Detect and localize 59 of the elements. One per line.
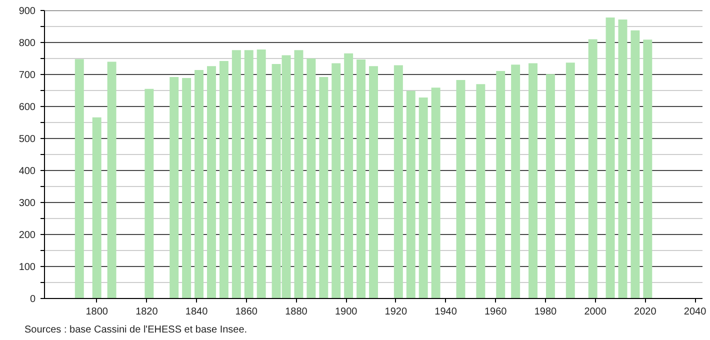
y-tick-label: 500 — [18, 134, 36, 145]
bar — [394, 65, 403, 298]
bar — [528, 63, 538, 298]
x-tick-label: 1820 — [136, 306, 158, 318]
bar — [476, 84, 486, 298]
bar — [630, 30, 640, 298]
x-tick-label: 2020 — [634, 306, 657, 318]
bar — [643, 40, 652, 298]
bar — [369, 66, 378, 298]
bar — [207, 66, 216, 298]
x-tick-label: 2000 — [584, 306, 607, 318]
x-tick-label: 1980 — [534, 306, 558, 318]
x-tick-label: 1860 — [235, 306, 258, 318]
y-tick-label: 900 — [18, 6, 36, 17]
bar — [406, 90, 416, 298]
x-tick-label: 1800 — [86, 306, 108, 318]
source-note: Sources : base Cassini de l'EHESS et base Insee. — [24, 324, 248, 336]
bar — [588, 39, 598, 298]
bar — [244, 50, 254, 298]
y-tick-label: 600 — [18, 102, 36, 113]
bar — [418, 98, 428, 298]
y-tick-label: 300 — [18, 198, 36, 209]
x-tick-label: 1960 — [484, 306, 508, 318]
bar — [496, 70, 506, 298]
bar — [546, 74, 555, 298]
bar — [294, 50, 304, 298]
bar — [456, 80, 466, 298]
y-tick-label: 800 — [18, 38, 36, 49]
y-tick-label: 400 — [18, 166, 36, 177]
bar — [344, 53, 354, 298]
bar — [107, 62, 116, 298]
bar — [256, 50, 266, 298]
bar — [194, 70, 204, 298]
x-tick-label: 1940 — [434, 306, 458, 318]
bar — [618, 19, 628, 298]
x-tick-label: 1840 — [185, 306, 208, 318]
bar — [144, 88, 154, 298]
bar — [219, 61, 228, 298]
x-tick-label: 2040 — [684, 306, 707, 318]
bar — [232, 50, 241, 298]
bar — [92, 117, 102, 298]
bar — [511, 64, 520, 298]
bar — [606, 18, 615, 298]
y-tick-label: 700 — [18, 70, 36, 81]
bar — [566, 62, 575, 298]
bar — [170, 77, 179, 298]
bar — [74, 59, 84, 298]
x-tick-label: 1920 — [384, 306, 408, 318]
bar — [182, 78, 192, 298]
bar — [319, 77, 328, 298]
y-tick-label: 200 — [18, 230, 36, 241]
bar — [356, 59, 366, 298]
bar — [332, 63, 341, 298]
bar — [306, 58, 316, 298]
y-tick-label: 100 — [18, 262, 36, 273]
bar — [431, 88, 440, 298]
x-tick-label: 1900 — [334, 306, 358, 318]
y-tick-label: 0 — [30, 294, 36, 305]
x-tick-label: 1880 — [285, 306, 308, 318]
